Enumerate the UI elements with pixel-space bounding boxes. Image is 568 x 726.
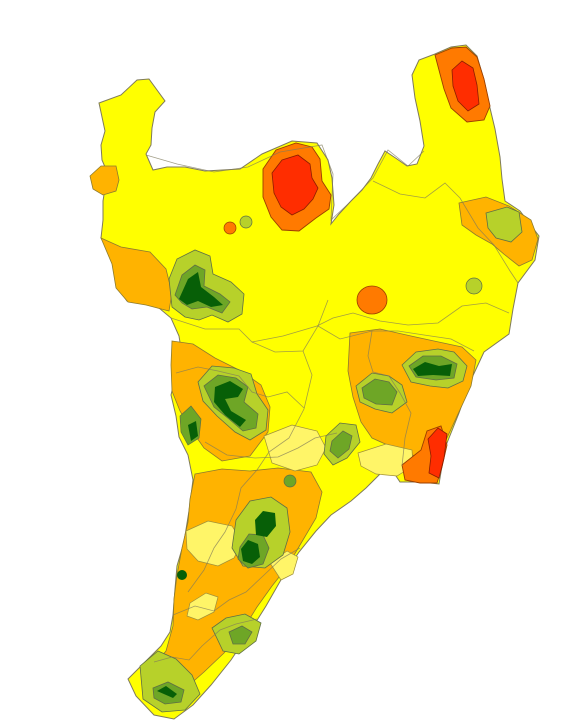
- admin-boundary-east-main: [317, 325, 475, 352]
- map-zone-south-light-2: [186, 592, 219, 621]
- admin-boundary-central-horizontal: [251, 302, 510, 343]
- map-zone-green-cluster-2-darkest: [214, 381, 246, 427]
- admin-boundary-west-center: [170, 299, 329, 353]
- map-zone-green-cluster-4-darkest: [413, 362, 452, 376]
- map-zone-south-light: [185, 520, 243, 567]
- map-zone-green-spot-center: [283, 474, 297, 488]
- map-zone-north-hotspot-core: [271, 154, 319, 216]
- map-zone-green-cluster-5-core: [329, 430, 353, 459]
- map-zone-small-hotspot-west: [223, 221, 237, 235]
- admin-boundary-south-center: [204, 432, 338, 459]
- map-zone-green-cluster-7-core: [228, 625, 253, 645]
- map-zone-green-cluster-1-darkest: [179, 272, 223, 307]
- map-zone-green-cluster-6-darkest-2: [241, 540, 260, 564]
- admin-boundary-east-inner: [367, 330, 412, 467]
- map-zone-western-orange: [100, 237, 173, 312]
- admin-boundary-south-tail: [172, 547, 301, 616]
- map-zone-green-cluster-2-west-dark: [188, 421, 198, 441]
- map-zone-center-light: [263, 424, 327, 472]
- map-zone-green-spot-east: [465, 277, 483, 295]
- admin-boundary-south-west: [175, 366, 305, 409]
- admin-boundary-north-east: [372, 180, 519, 284]
- map-zone-green-spot-southwest: [177, 570, 187, 580]
- map-zone-small-hotspot-west-2: [239, 215, 253, 229]
- map-zone-center-hotspot: [356, 285, 388, 315]
- map-zone-green-cluster-6-darkest: [255, 511, 276, 537]
- map-zone-northeast-green: [485, 206, 523, 243]
- map-zone-green-cluster-3-core: [361, 378, 398, 406]
- map-zone-northeast-hotspot-core: [451, 60, 480, 112]
- map-zone-northwest-spot: [89, 165, 120, 196]
- admin-boundary-center-main: [187, 350, 313, 593]
- admin-boundary-north: [145, 144, 425, 221]
- map-region-base: [98, 44, 540, 720]
- map-zone-southeast-hotspot-core: [427, 427, 448, 479]
- map-zone-green-cluster-8-darkest: [157, 686, 177, 698]
- admin-boundary-southernmost: [153, 618, 258, 663]
